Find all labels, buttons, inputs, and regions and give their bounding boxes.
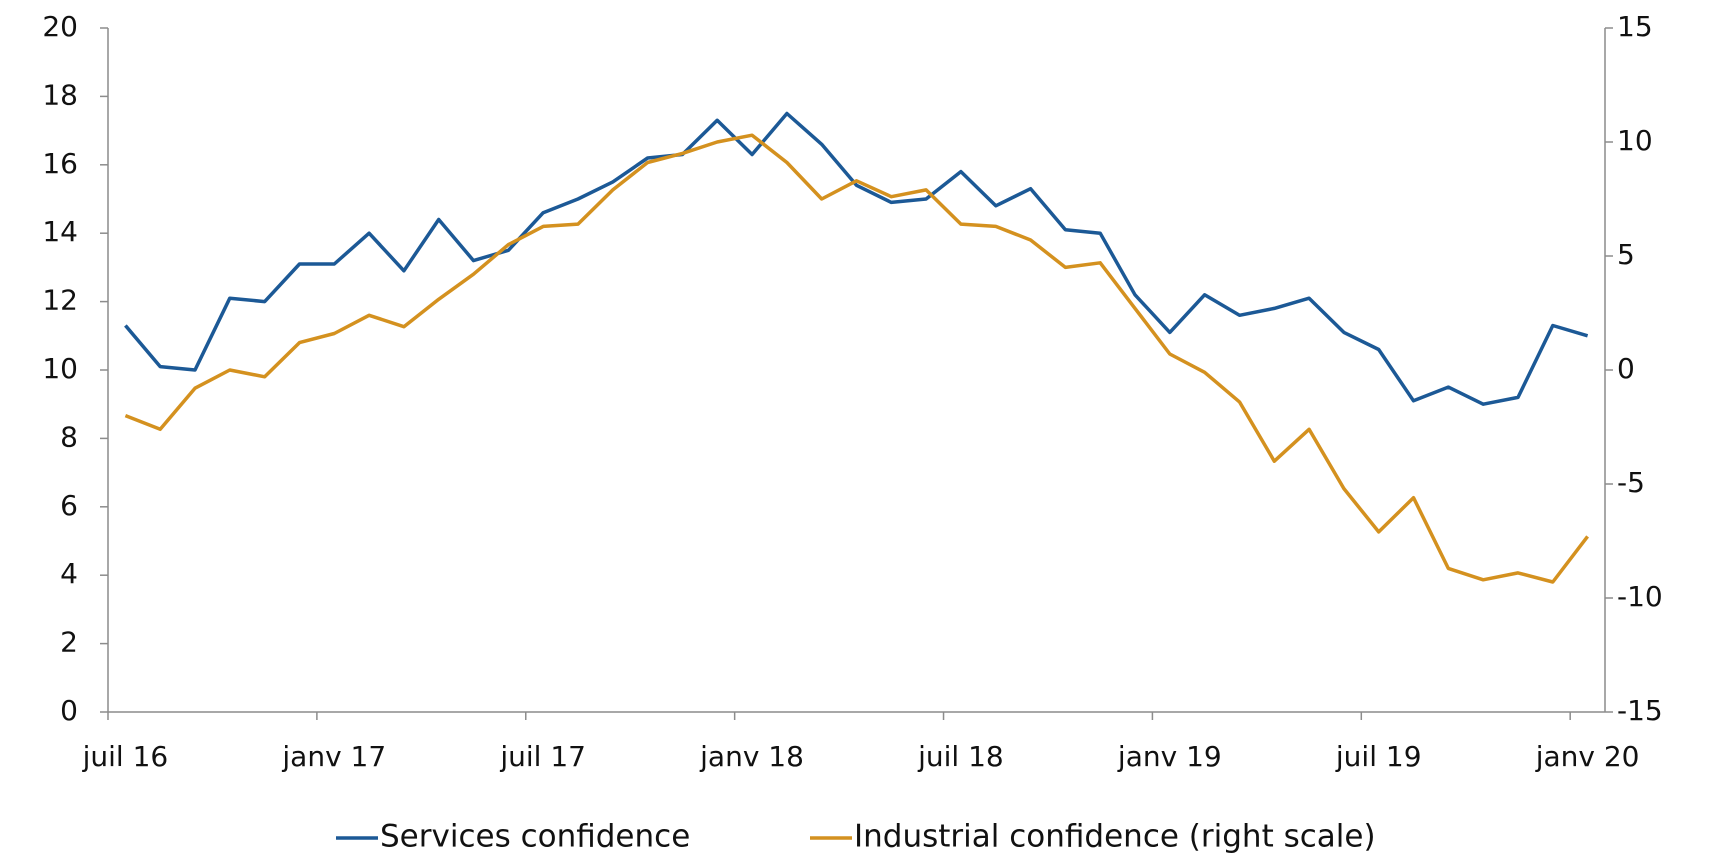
y-tick-label: 4 [60,557,78,590]
series-line [125,114,1587,405]
legend-label: Services confidence [380,819,690,855]
y2-tick-label: -15 [1617,694,1663,727]
x-tick-label: juil 18 [917,740,1004,773]
x-tick-label: juil 17 [499,740,586,773]
y-tick-label: 16 [42,147,78,180]
y-tick-label: 20 [42,10,78,43]
y2-tick-label: 0 [1617,352,1635,385]
y2-tick-label: -10 [1617,580,1663,613]
y-tick-label: 12 [42,284,78,317]
y-tick-label: 2 [60,626,78,659]
x-tick-label: janv 17 [281,740,386,773]
y-tick-label: 6 [60,489,78,522]
y-tick-label: 0 [60,694,78,727]
y-tick-label: 14 [42,215,78,248]
legend-label: Industrial confidence (right scale) [854,819,1376,855]
y2-tick-label: 5 [1617,238,1635,271]
x-tick-label: janv 19 [1117,740,1222,773]
y-tick-label: 18 [42,78,78,111]
y-tick-label: 8 [60,420,78,453]
y2-tick-label: -5 [1617,466,1645,499]
y2-tick-label: 15 [1617,10,1653,43]
series-line [125,135,1587,582]
y2-tick-label: 10 [1617,124,1653,157]
x-tick-label: janv 18 [699,740,804,773]
chart: 0 2 4 6 8 10 12 14 16 18 20 -15 -10 -5 0 5 10 15 juil 16 ja… [0,0,1732,861]
y-tick-label: 10 [42,352,78,385]
x-tick-label: janv 20 [1535,740,1640,773]
x-tick-label: juil 16 [82,740,169,773]
x-tick-label: juil 19 [1335,740,1422,773]
